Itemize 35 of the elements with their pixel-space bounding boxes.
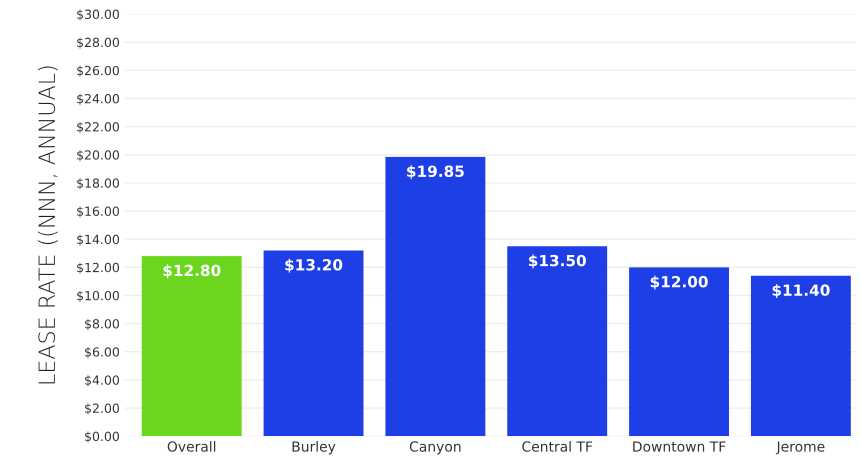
y-tick-label: $22.00 bbox=[77, 122, 120, 134]
x-tick-label: Canyon bbox=[410, 441, 460, 454]
y-tick-label: $2.00 bbox=[85, 403, 120, 415]
y-tick-label: $12.00 bbox=[77, 262, 120, 274]
bar bbox=[507, 246, 608, 436]
y-tick-label: $26.00 bbox=[77, 66, 120, 77]
data-label: $12.80 bbox=[163, 264, 220, 278]
y-axis-title: LEASE RATE ((NNN, ANNUAL) bbox=[38, 66, 58, 384]
bar bbox=[385, 156, 486, 436]
y-tick-label: $10.00 bbox=[77, 290, 120, 302]
y-tick-label: $18.00 bbox=[77, 178, 120, 190]
y-tick-label: $8.00 bbox=[85, 318, 120, 330]
y-tick-label: $0.00 bbox=[85, 431, 120, 443]
x-tick-label: Overall bbox=[168, 441, 216, 452]
data-label: $11.40 bbox=[772, 284, 830, 298]
data-label: $19.85 bbox=[407, 165, 464, 180]
y-tick-label: $20.00 bbox=[77, 150, 120, 162]
bar bbox=[750, 276, 851, 436]
x-tick-label: Downtown TF bbox=[633, 441, 726, 452]
x-tick-label: Jerome bbox=[776, 441, 824, 454]
x-tick-label: Central TF bbox=[522, 441, 592, 452]
y-tick-label: $4.00 bbox=[85, 375, 120, 386]
bar bbox=[142, 256, 242, 436]
y-tick-label: $30.00 bbox=[77, 9, 120, 21]
y-tick-label: $14.00 bbox=[77, 234, 120, 246]
data-label: $12.00 bbox=[650, 276, 708, 290]
data-label: $13.20 bbox=[285, 258, 342, 273]
y-tick-label: $24.00 bbox=[77, 94, 120, 106]
bar bbox=[629, 267, 729, 436]
x-tick-label: Burley bbox=[292, 441, 336, 454]
y-tick-label: $6.00 bbox=[85, 347, 120, 358]
data-label: $13.50 bbox=[528, 254, 586, 268]
bar bbox=[264, 250, 364, 436]
y-tick-label: $28.00 bbox=[77, 37, 120, 49]
y-tick-label: $16.00 bbox=[77, 206, 120, 218]
